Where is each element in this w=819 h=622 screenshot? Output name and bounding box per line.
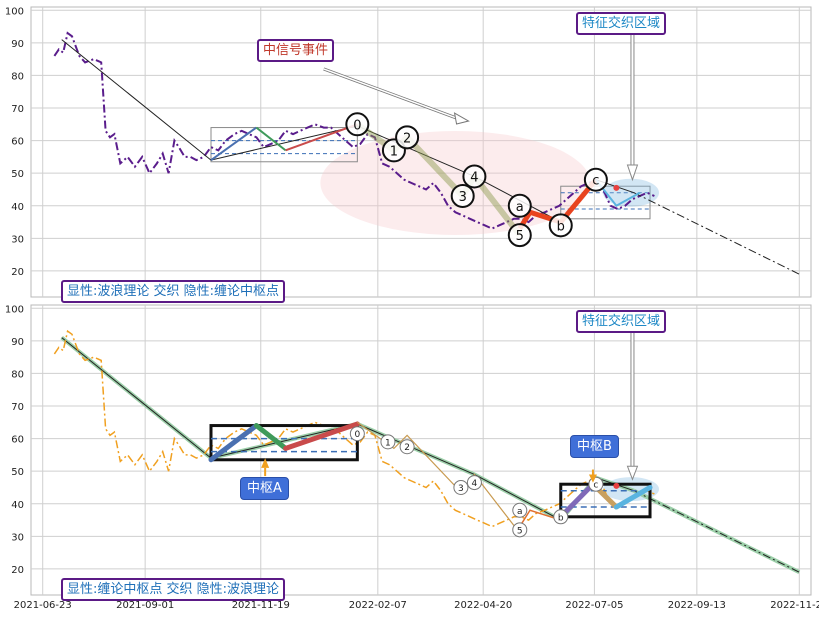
x-tick-label: 2022-02-07 [349,600,407,611]
wave-label-b: b [558,513,564,523]
y-tick-label: 80 [11,369,24,380]
x-tick-label: 2021-11-19 [232,600,290,611]
y-tick-label: 20 [11,565,24,576]
feature-region-label-bottom: 特征交织区域 [576,310,667,333]
wave-label-circle [548,213,573,238]
corrective-wave [519,509,561,527]
y-tick-label: 40 [11,500,24,511]
y-tick-label: 50 [11,467,24,478]
feature-arrow-head [626,164,639,182]
legend-label-top: 显性:波浪理论 交织 隐性:缠论中枢点 [61,280,286,303]
y-tick-label: 80 [11,71,24,82]
y-tick-label: 100 [5,304,24,315]
y-tick-label: 60 [11,435,24,446]
x-tick-label: 2022-09-13 [668,600,726,611]
pivot-box [209,424,359,462]
y-tick-label: 70 [11,402,24,413]
pivot-a-label: 中枢A [240,477,289,500]
x-tick-label: 2022-04-20 [454,600,512,611]
wave-label-circle [380,434,396,450]
x-tick-label: 2022-11-22 [770,600,819,611]
pivot-b-arrow-head [588,474,597,483]
wave-label-1: 1 [385,438,391,448]
panel-frame-0 [30,6,812,298]
signal-event-label: 中信号事件 [257,39,335,62]
y-tick-label: 60 [11,137,24,148]
wave-label-circle [507,193,532,218]
y-tick-label: 70 [11,104,24,115]
wave-segment [253,423,289,451]
trend-projection [633,192,800,275]
pivot-b-label: 中枢B [570,435,619,458]
wave-segment [208,423,259,463]
wave-label-0: 0 [353,118,361,133]
wave-label-5: 5 [517,526,523,536]
wave-label-0: 0 [354,430,360,440]
wave-label-5: 5 [516,229,524,244]
wave-label-circle [583,167,608,192]
wave-label-4: 4 [470,170,478,185]
x-tick-label: 2021-09-01 [116,600,174,611]
pivot-box [559,482,652,519]
wave-label-circle [450,183,475,208]
wave-label-circle [345,112,370,137]
y-tick-label: 90 [11,39,24,50]
y-tick-label: 30 [11,532,24,543]
y-tick-label: 20 [11,267,24,278]
feature-region-label-top: 特征交织区域 [576,12,667,35]
y-tick-label: 100 [5,6,24,17]
wave-segment [285,123,358,152]
wave-label-1: 1 [390,144,398,159]
feature-glow [603,178,659,207]
wave-label-2: 2 [404,443,410,453]
highlight-dot [613,482,620,489]
wave-segment [210,126,257,161]
wave-segment [558,481,596,520]
feature-arrow-head [626,465,639,481]
x-tick-label: 2022-07-05 [565,600,623,611]
wave-segment [613,484,653,510]
wave-label-3: 3 [458,484,464,494]
y-tick-label: 50 [11,169,24,180]
wave-label-a: a [517,507,523,517]
wave-label-4: 4 [472,479,478,489]
wave-label-circle [399,439,415,455]
y-tick-label: 90 [11,337,24,348]
wave-label-circle [466,475,482,491]
highlight-dot [613,184,620,191]
wave-segment [283,421,360,451]
wave-label-c: c [593,481,598,491]
wave-label-circle [453,479,469,495]
wave-label-circle [507,223,532,248]
wave-segment [255,126,287,152]
wave-label-circle [349,426,365,442]
x-tick-label: 2021-06-23 [14,600,72,611]
corrective-wave [517,178,598,230]
wave-label-circle [512,502,528,518]
trend-projection [633,490,800,573]
wave-label-circle [512,522,528,538]
wave-label-b: b [557,219,565,234]
wave-label-c: c [592,174,599,189]
pivot-a-arrow-head [261,458,270,468]
wave-label-a: a [516,200,524,215]
wave-label-3: 3 [459,190,467,205]
pivot-box-thin [210,127,358,163]
wave-label-circle [462,164,487,189]
legend-label-bottom: 显性:缠论中枢点 交织 隐性:波浪理论 [61,578,286,601]
y-tick-label: 30 [11,234,24,245]
signal-arrow-shaft-inner [323,68,457,119]
price-series-line [53,31,655,230]
panel-frame-1 [30,304,812,596]
y-tick-label: 40 [11,202,24,213]
wave-label-circle [395,125,420,150]
wave-label-circle [553,509,569,525]
signal-arrow-head [453,112,470,125]
wave-label-2: 2 [403,131,411,146]
